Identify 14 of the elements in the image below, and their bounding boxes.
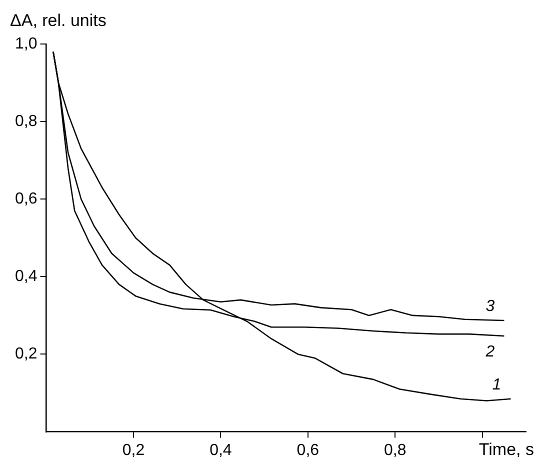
y-tick-label: 0,8 bbox=[14, 112, 38, 130]
x-axis-title: Time, s bbox=[478, 440, 534, 459]
x-tick-label: 0,8 bbox=[384, 442, 406, 459]
series-label: 1 bbox=[492, 376, 502, 394]
y-tick-label: 0,2 bbox=[14, 346, 38, 363]
x-tick-label: 0,2 bbox=[122, 442, 145, 459]
y-axis-title: ΔA, rel. units bbox=[10, 11, 106, 30]
x-tick-label: 0,6 bbox=[296, 442, 320, 459]
y-tick-label: 0,6 bbox=[14, 190, 38, 208]
y-tick-label: 0,4 bbox=[14, 268, 38, 286]
x-tick-label: 0,4 bbox=[210, 442, 232, 459]
series-label: 2 bbox=[484, 343, 495, 360]
y-tick-label: 1,0 bbox=[14, 35, 38, 52]
series-label: 3 bbox=[486, 298, 495, 315]
